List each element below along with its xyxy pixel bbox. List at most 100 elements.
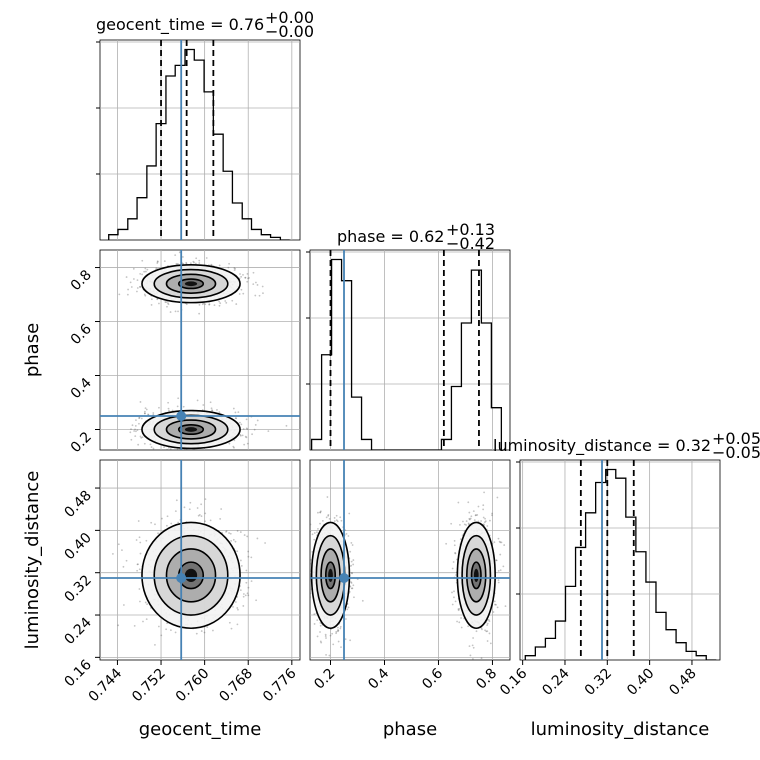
scatter-phase-vs-luminosity-distance-point-932 bbox=[467, 522, 470, 525]
scatter-phase-vs-luminosity-distance-point-37 bbox=[333, 520, 336, 523]
xtick-label-phase-0: 0.2 bbox=[311, 666, 338, 693]
scatter-geocent-time-vs-luminosity-distance-point-341 bbox=[228, 532, 230, 534]
scatter-phase-vs-luminosity-distance-point-1759 bbox=[471, 644, 474, 647]
scatter-phase-vs-luminosity-distance-point-1785 bbox=[495, 559, 498, 562]
scatter-phase-vs-luminosity-distance-point-790 bbox=[349, 585, 352, 588]
scatter-phase-vs-luminosity-distance-point-708 bbox=[346, 676, 348, 678]
scatter-phase-vs-luminosity-distance-point-398 bbox=[345, 618, 347, 620]
scatter-geocent-time-vs-phase-point-1768 bbox=[144, 294, 147, 297]
scatter-geocent-time-vs-phase-point-945 bbox=[141, 259, 144, 262]
scatter-phase-vs-luminosity-distance-point-1119 bbox=[458, 621, 461, 624]
scatter-phase-vs-luminosity-distance-point-1316 bbox=[454, 552, 456, 554]
scatter-phase-vs-luminosity-distance-point-988 bbox=[453, 596, 455, 599]
scatter-phase-vs-luminosity-distance-point-17 bbox=[328, 654, 331, 657]
scatter-geocent-time-vs-luminosity-distance-point-536 bbox=[160, 634, 163, 637]
scatter-phase-vs-luminosity-distance-point-1762 bbox=[475, 630, 478, 633]
scatter-phase-vs-luminosity-distance-point-53 bbox=[317, 511, 319, 514]
scatter-phase-vs-luminosity-distance-point-996 bbox=[469, 517, 472, 520]
scatter-geocent-time-vs-phase-point-1663 bbox=[143, 293, 146, 296]
scatter-geocent-time-vs-phase-point-358 bbox=[131, 424, 134, 427]
scatter-phase-vs-luminosity-distance-point-672 bbox=[327, 513, 330, 516]
scatter-geocent-time-vs-phase-point-1302 bbox=[139, 285, 141, 288]
scatter-geocent-time-vs-phase-point-1205 bbox=[208, 303, 211, 306]
scatter-geocent-time-vs-phase-point-1720 bbox=[132, 267, 135, 270]
scatter-geocent-time-vs-luminosity-distance-point-392 bbox=[145, 539, 148, 542]
scatter-phase-vs-luminosity-distance-point-358 bbox=[335, 630, 338, 633]
scatter-phase-vs-luminosity-distance-point-32 bbox=[337, 629, 339, 631]
scatter-geocent-time-vs-luminosity-distance-point-844 bbox=[136, 569, 139, 572]
scatter-geocent-time-vs-luminosity-distance-point-511 bbox=[117, 543, 120, 546]
scatter-geocent-time-vs-phase-point-650 bbox=[164, 451, 166, 453]
scatter-geocent-time-vs-luminosity-distance-point-204 bbox=[165, 524, 168, 527]
scatter-geocent-time-vs-phase-point-1012 bbox=[150, 304, 153, 306]
scatter-phase-vs-luminosity-distance-point-576 bbox=[319, 511, 322, 514]
scatter-phase-vs-luminosity-distance-point-818 bbox=[350, 581, 352, 583]
scatter-geocent-time-vs-luminosity-distance-point-879 bbox=[230, 539, 233, 542]
hist-geocent-time-frame bbox=[99, 39, 301, 241]
ytick-label-phase-3: 0.8 bbox=[68, 267, 95, 294]
scatter-geocent-time-vs-luminosity-distance-point-877 bbox=[204, 520, 206, 523]
scatter-geocent-time-vs-phase-point-1672 bbox=[233, 269, 236, 272]
scatter-geocent-time-vs-phase-point-1495 bbox=[169, 311, 172, 313]
scatter-geocent-time-vs-luminosity-distance-point-583 bbox=[250, 556, 253, 559]
scatter-geocent-time-vs-luminosity-distance-point-233 bbox=[198, 513, 201, 516]
scatter-geocent-time-vs-phase-point-681 bbox=[239, 434, 242, 437]
scatter-geocent-time-vs-luminosity-distance-point-265 bbox=[188, 508, 191, 511]
scatter-phase-vs-luminosity-distance-point-751 bbox=[350, 587, 353, 590]
scatter-phase-vs-luminosity-distance-point-1757 bbox=[492, 611, 495, 613]
scatter-geocent-time-vs-luminosity-distance-point-872 bbox=[135, 539, 138, 541]
scatter-geocent-time-vs-luminosity-distance-point-431 bbox=[157, 532, 159, 535]
scatter-geocent-time-vs-phase-point-621 bbox=[167, 401, 170, 404]
scatter-phase-vs-luminosity-distance-point-1138 bbox=[468, 517, 471, 520]
scatter-geocent-time-vs-phase-point-1352 bbox=[235, 303, 238, 305]
scatter-phase-vs-luminosity-distance-point-424 bbox=[352, 563, 355, 566]
scatter-phase-vs-luminosity-distance-point-1725 bbox=[451, 603, 454, 606]
scatter-phase-vs-luminosity-distance-point-396 bbox=[337, 629, 340, 632]
scatter-phase-vs-luminosity-distance-point-1426 bbox=[462, 520, 464, 523]
ytick-label-phase-0: 0.2 bbox=[68, 429, 95, 456]
scatter-geocent-time-vs-phase-point-1238 bbox=[198, 262, 201, 264]
scatter-phase-vs-luminosity-distance-point-141 bbox=[353, 596, 355, 599]
xlabel-phase: phase bbox=[383, 719, 437, 740]
scatter-geocent-time-vs-luminosity-distance-point-98 bbox=[230, 627, 233, 630]
scatter-geocent-time-vs-luminosity-distance-core-0 bbox=[184, 568, 198, 582]
scatter-phase-vs-luminosity-distance-point-739 bbox=[347, 535, 350, 537]
scatter-geocent-time-vs-phase-point-274 bbox=[143, 410, 146, 413]
scatter-phase-vs-luminosity-distance-point-1782 bbox=[474, 514, 477, 517]
scatter-phase-vs-luminosity-distance-point-577 bbox=[313, 532, 316, 534]
scatter-phase-vs-luminosity-distance-point-909 bbox=[455, 574, 457, 576]
scatter-geocent-time-vs-phase-point-219 bbox=[235, 451, 237, 453]
scatter-geocent-time-vs-phase-point-499 bbox=[130, 428, 132, 431]
scatter-phase-vs-luminosity-distance-point-1257 bbox=[480, 657, 483, 660]
scatter-geocent-time-vs-phase-point-1568 bbox=[198, 259, 201, 262]
scatter-geocent-time-vs-phase-point-871 bbox=[135, 430, 137, 433]
scatter-geocent-time-vs-phase-point-379 bbox=[147, 413, 149, 416]
scatter-geocent-time-vs-phase-point-916 bbox=[233, 267, 236, 269]
scatter-phase-vs-luminosity-distance-point-787 bbox=[310, 523, 312, 526]
scatter-geocent-time-vs-phase-point-231 bbox=[169, 448, 172, 450]
title-phase-plus: +0.13 bbox=[446, 220, 495, 239]
xtick-label-luminosity-distance-2: 0.32 bbox=[582, 666, 615, 699]
scatter-geocent-time-vs-luminosity-distance-point-239 bbox=[247, 550, 250, 553]
scatter-phase-vs-luminosity-distance-point-289 bbox=[319, 631, 321, 633]
scatter-phase-vs-luminosity-distance-point-1333 bbox=[488, 632, 491, 635]
scatter-geocent-time-vs-phase-point-882 bbox=[216, 408, 218, 411]
scatter-phase-vs-luminosity-distance-point-742 bbox=[313, 613, 316, 615]
scatter-phase-vs-luminosity-distance-point-1297 bbox=[504, 605, 507, 608]
scatter-geocent-time-vs-phase-point-708 bbox=[137, 443, 140, 446]
scatter-phase-vs-luminosity-distance-point-1384 bbox=[500, 541, 503, 544]
scatter-geocent-time-vs-phase-point-1333 bbox=[248, 277, 250, 279]
scatter-geocent-time-vs-phase-point-1640 bbox=[201, 303, 204, 306]
scatter-geocent-time-vs-phase-point-1091 bbox=[156, 260, 159, 263]
scatter-phase-vs-luminosity-distance-point-879 bbox=[349, 550, 352, 553]
scatter-geocent-time-vs-phase-point-104 bbox=[211, 409, 213, 412]
title-phase-minus: −0.42 bbox=[446, 234, 495, 253]
scatter-geocent-time-vs-phase-point-1426 bbox=[210, 263, 213, 266]
scatter-phase-vs-luminosity-distance-point-210 bbox=[347, 606, 350, 609]
scatter-geocent-time-vs-phase-point-1723 bbox=[178, 251, 181, 254]
scatter-geocent-time-vs-phase-point-1294 bbox=[219, 302, 222, 305]
scatter-geocent-time-vs-phase-marks bbox=[100, 250, 300, 453]
scatter-phase-vs-luminosity-distance-point-1159 bbox=[502, 565, 505, 568]
scatter-geocent-time-vs-phase-point-642 bbox=[152, 412, 155, 414]
scatter-geocent-time-vs-phase-point-693 bbox=[183, 448, 186, 450]
